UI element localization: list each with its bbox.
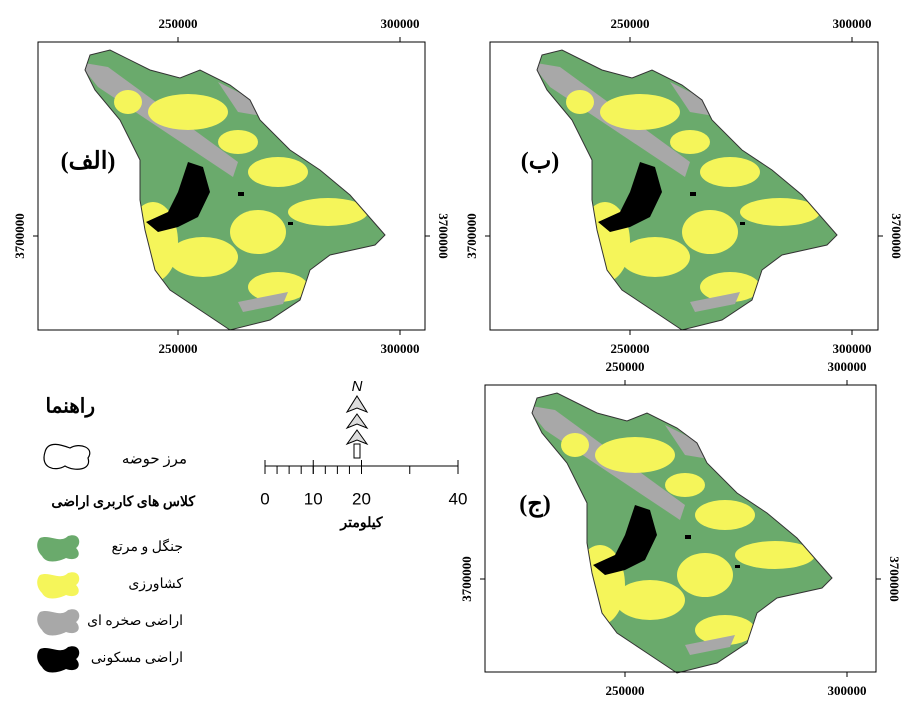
- class-label: اراضی صخره ای: [87, 614, 183, 629]
- class-label: جنگل و مرتع: [111, 538, 183, 555]
- class-swatch: [37, 646, 80, 673]
- legend-classes-title: کلاس های کاربری اراضی: [51, 494, 195, 510]
- top-tick-label: 300000: [833, 16, 872, 31]
- top-tick-label: 300000: [828, 359, 867, 374]
- right-tick-label: 3700000: [889, 213, 904, 259]
- panel-label: (الف): [61, 149, 116, 175]
- left-tick-label: 3700000: [464, 213, 479, 259]
- scale-tick-label: 0: [260, 489, 269, 508]
- panel-label: (ج): [519, 492, 551, 519]
- north-arrow: N: [345, 378, 369, 459]
- bottom-tick-label: 300000: [381, 341, 420, 356]
- class-swatch: [37, 609, 80, 636]
- scale-tick-label: 40: [449, 489, 468, 508]
- boundary-icon: [43, 443, 91, 470]
- class-label: کشاورزی: [128, 577, 183, 592]
- left-tick-label: 3700000: [12, 213, 27, 259]
- class-swatch: [37, 535, 80, 562]
- top-tick-label: 300000: [381, 16, 420, 31]
- left-tick-label: 3700000: [459, 556, 474, 602]
- basin-map: [525, 393, 832, 673]
- scale-tick-label: 10: [304, 489, 323, 508]
- bottom-tick-label: 250000: [159, 341, 198, 356]
- top-tick-label: 250000: [159, 16, 198, 31]
- legend-title: راهنما: [46, 396, 95, 419]
- north-stem: [353, 443, 361, 459]
- legend: راهنما مرز حوضه کلاس های کاربری اراضی جن…: [37, 396, 195, 673]
- map-panel: 250000 250000 300000 300000 3700000 3700000 (ج…: [459, 359, 902, 698]
- north-icon: [345, 395, 369, 446]
- map-panel: 250000 250000 300000 300000 3700000 3700000 (ب…: [464, 16, 904, 356]
- right-tick-label: 3700000: [436, 213, 451, 259]
- map-panel: 250000 250000 300000 300000 3700000 3700000 (ا…: [12, 16, 451, 356]
- basin-map: [78, 50, 385, 330]
- north-label: N: [352, 378, 363, 395]
- scale-unit: کیلومتر: [339, 515, 383, 531]
- top-tick-label: 250000: [611, 16, 650, 31]
- legend-boundary: مرز حوضه: [122, 451, 187, 467]
- bottom-tick-label: 300000: [833, 341, 872, 356]
- right-tick-label: 3700000: [887, 556, 902, 602]
- bottom-tick-label: 250000: [606, 683, 645, 698]
- panel-frame: [489, 41, 879, 331]
- panel-label: (ب): [521, 149, 560, 175]
- class-label: اراضی مسکونی: [91, 651, 183, 666]
- panel-frame: [37, 41, 426, 331]
- top-tick-label: 250000: [606, 359, 645, 374]
- scale-bar: 0 10 20 40 کیلومتر: [260, 460, 467, 531]
- panel-frame: [484, 384, 877, 673]
- bottom-tick-label: 300000: [828, 683, 867, 698]
- class-swatch: [37, 572, 80, 599]
- bottom-tick-label: 250000: [611, 341, 650, 356]
- scale-tick-label: 20: [352, 489, 371, 508]
- basin-map: [530, 50, 837, 330]
